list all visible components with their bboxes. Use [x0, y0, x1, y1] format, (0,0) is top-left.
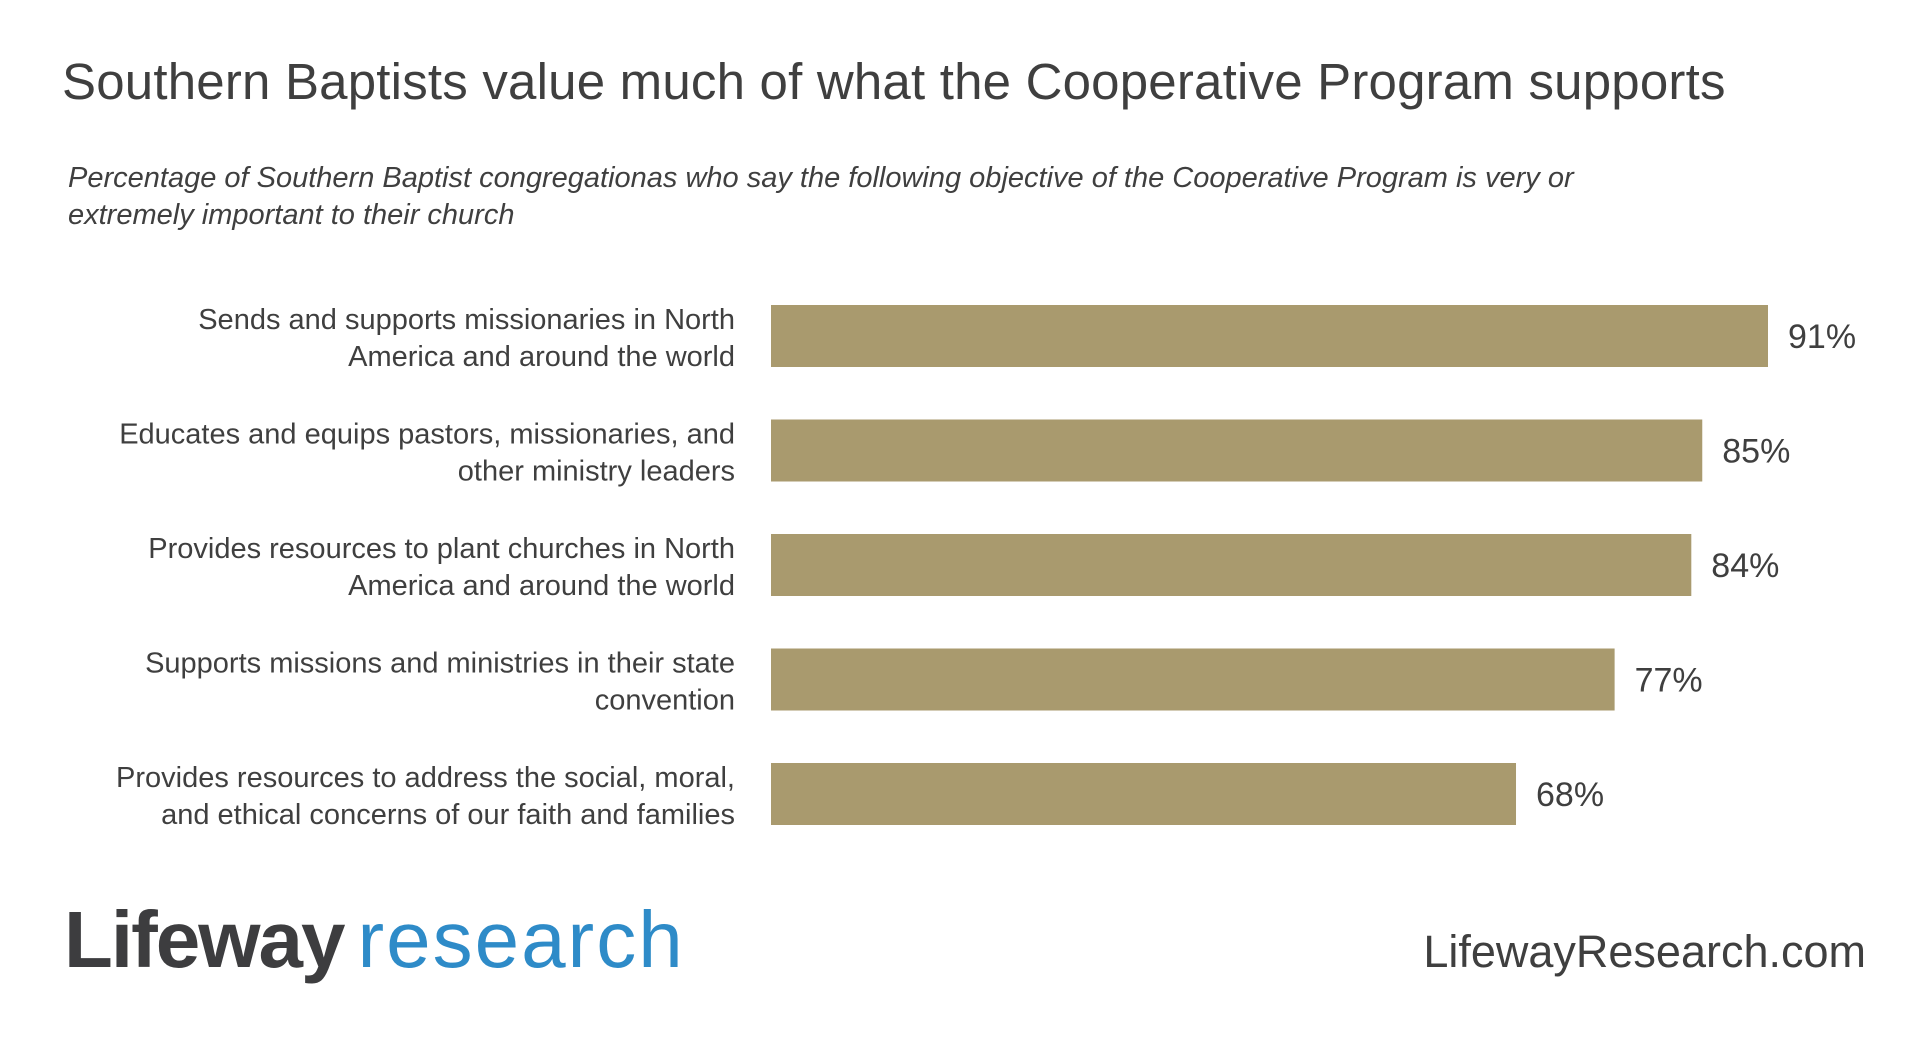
category-label: Provides resources to address the social…: [116, 762, 735, 794]
bar: [771, 763, 1517, 825]
category-label: America and around the world: [348, 570, 735, 602]
logo-research: research: [357, 895, 685, 984]
bar: [771, 305, 1768, 367]
chart-title: Southern Baptists value much of what the…: [62, 53, 1726, 110]
lifeway-research-logo: Lifeway research: [64, 900, 685, 980]
category-label: convention: [595, 685, 735, 717]
category-label: America and around the world: [348, 341, 735, 373]
category-label: and ethical concerns of our faith and fa…: [161, 799, 735, 831]
category-label: other ministry leaders: [458, 456, 735, 488]
chart-subtitle: Percentage of Southern Baptist congregat…: [68, 162, 1574, 231]
value-label: 85%: [1722, 433, 1790, 471]
bar: [771, 419, 1703, 482]
logo-lifeway: Lifeway: [64, 895, 345, 984]
value-label: 84%: [1711, 547, 1779, 585]
website-url: LifewayResearch.com: [1423, 926, 1866, 977]
bar-chart: 91% Sends and supports missionaries in No…: [116, 304, 1856, 831]
category-label: Provides resources to plant churches in …: [148, 533, 735, 565]
value-label: 77%: [1635, 662, 1703, 700]
category-label: Supports missions and ministries in thei…: [145, 648, 735, 680]
bar: [771, 534, 1692, 596]
bar: [771, 648, 1615, 711]
value-label: 68%: [1536, 776, 1604, 814]
value-label: 91%: [1788, 318, 1856, 356]
category-label: Sends and supports missionaries in North: [198, 304, 735, 336]
category-label: Educates and equips pastors, missionarie…: [119, 419, 735, 451]
